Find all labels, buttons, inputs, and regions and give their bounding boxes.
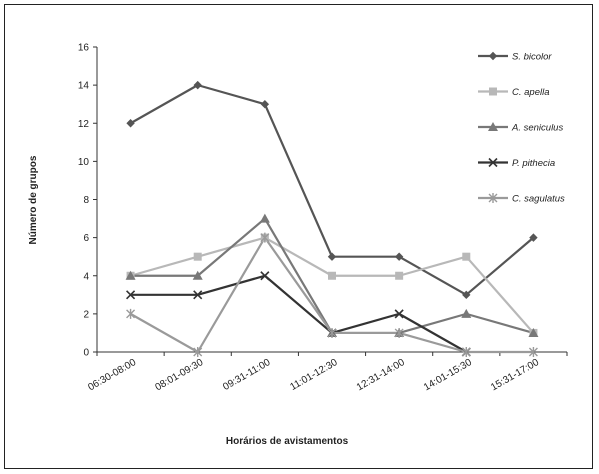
y-tick-label: 0 — [83, 348, 89, 359]
x-tick-label: 09:31-11:00 — [221, 357, 272, 393]
chart-frame — [4, 4, 593, 469]
data-point-c-sagulatus — [327, 327, 337, 338]
x-axis-title: Horários de avistamentos — [226, 436, 349, 447]
legend-entry-c-sagulatus: C. sagulatus — [512, 194, 565, 205]
data-point-c-sagulatus — [394, 327, 404, 338]
data-point-s-bicolor — [193, 80, 202, 90]
legend-entry-s-bicolor: S. bicolor — [512, 52, 552, 63]
y-tick-label: 16 — [78, 43, 90, 54]
data-point-c-apella — [462, 252, 471, 261]
y-tick-label: 6 — [83, 233, 89, 244]
data-point-a-seniculus — [528, 327, 539, 337]
data-point-c-sagulatus — [528, 347, 538, 357]
data-point-c-sagulatus — [193, 347, 203, 357]
x-tick-label: 15:31-17:00 — [489, 357, 541, 393]
series-markers — [125, 80, 539, 357]
data-point-a-seniculus — [125, 270, 136, 280]
data-point-s-bicolor — [394, 252, 404, 261]
data-point-p-pithecia — [260, 271, 270, 281]
y-tick-label: 4 — [83, 271, 89, 282]
x-tick-label: 12:31-14:00 — [355, 357, 407, 393]
data-point-p-pithecia — [394, 309, 404, 319]
y-tick-label: 12 — [78, 119, 90, 130]
data-point-s-bicolor — [462, 290, 471, 300]
data-point-s-bicolor — [260, 99, 270, 109]
series-line-c-apella — [130, 236, 535, 334]
legend-marker-p-pithecia — [488, 157, 498, 168]
legend-entry-c-apella: C. apella — [512, 87, 550, 98]
series-line-p-pithecia — [130, 274, 467, 353]
data-point-s-bicolor — [327, 252, 337, 261]
data-point-c-apella — [395, 271, 404, 280]
x-tick-label: 11:01-12:30 — [288, 357, 339, 393]
data-point-s-bicolor — [529, 233, 538, 242]
y-tick-label: 2 — [83, 309, 89, 320]
data-point-a-seniculus — [461, 308, 472, 318]
data-point-s-bicolor — [126, 119, 135, 128]
data-point-c-sagulatus — [461, 347, 471, 357]
data-point-c-sagulatus — [260, 232, 270, 243]
legend-entry-p-pithecia: P. pithecia — [512, 158, 555, 169]
x-tick-label: 14:01-15:30 — [422, 357, 474, 393]
legend-marker-a-seniculus — [488, 122, 498, 131]
x-tick-label: 08:01-09:30 — [153, 357, 205, 393]
legend-marker-c-sagulatus — [488, 193, 498, 203]
data-point-c-apella — [193, 252, 202, 261]
legend-entry-a-seniculus: A. seniculus — [511, 123, 563, 134]
data-point-p-pithecia — [126, 290, 136, 300]
y-tick-label: 14 — [78, 81, 90, 92]
y-axis-title: Número de grupos — [28, 155, 39, 244]
legend-marker-s-bicolor — [488, 51, 498, 61]
series-lines — [130, 84, 535, 354]
data-point-a-seniculus — [192, 270, 203, 280]
legend: S. bicolor C. apella A. seniculus P. pithec… — [478, 52, 565, 205]
data-point-a-seniculus — [259, 213, 270, 223]
y-tick-label: 8 — [83, 195, 89, 206]
data-point-c-sagulatus — [126, 308, 136, 319]
data-point-c-apella — [328, 271, 336, 280]
data-point-p-pithecia — [193, 290, 203, 300]
x-tick-label: 06:30-08:00 — [86, 357, 138, 393]
legend-marker-c-apella — [489, 87, 497, 96]
y-tick-label: 10 — [78, 157, 90, 168]
